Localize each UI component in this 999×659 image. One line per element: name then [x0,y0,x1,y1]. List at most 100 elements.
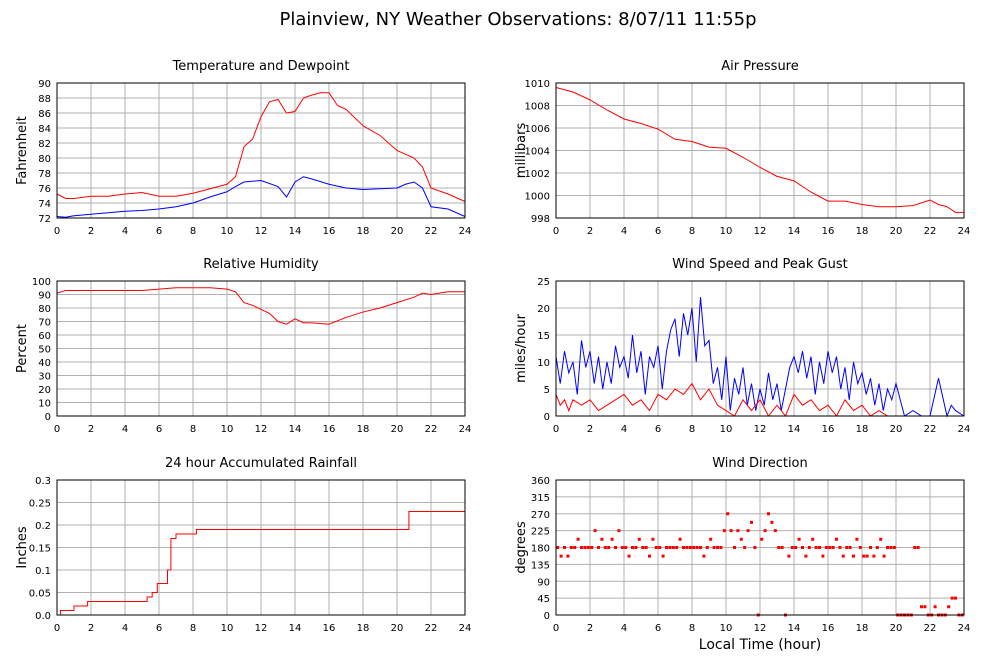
wind-xtick-label: 16 [822,424,835,435]
direction-point [716,546,719,549]
humidity-xtick-label: 24 [459,424,472,435]
direction-point [831,546,835,549]
wind-plot-frame [555,280,965,417]
direction-point [736,529,740,533]
rain-ytick-label: 0.15 [29,544,51,555]
direction-point [872,554,876,558]
humidity-xtick-label: 12 [255,424,268,435]
temp-ytick-label: 84 [38,124,51,135]
direction-xtick-label: 20 [890,623,903,634]
temp-xtick-label: 12 [255,226,268,237]
direction-xtick-label: 10 [720,623,733,634]
rain-series-line [57,511,465,616]
direction-point [923,605,927,609]
direction-point [631,546,634,549]
direction-point [699,546,702,549]
direction-point [722,529,726,533]
wind-xtick-label: 18 [856,424,869,435]
direction-point [892,546,896,549]
direction-point [705,546,709,549]
pressure-ytick-label: 998 [531,214,550,225]
direction-point [634,546,638,549]
direction-point [671,546,675,549]
temp-ylabel: Fahrenheit [15,116,30,185]
direction-point [641,546,645,549]
temp-ytick-label: 90 [38,79,51,90]
direction-point [824,546,828,549]
direction-point [665,546,668,549]
temp-xtick-label: 6 [156,226,162,237]
direction-ytick-label: 270 [531,510,550,521]
humidity-xtick-label: 22 [425,424,438,435]
direction-point [610,537,614,541]
pressure-ylabel: millibars [514,123,529,179]
wind-xtick-label: 24 [958,424,971,435]
temp-xtick-label: 20 [391,226,404,237]
direction-point [804,554,808,558]
wind-xtick-label: 4 [621,424,627,435]
wind-ytick-label: 10 [537,358,550,369]
wind-xtick-label: 12 [754,424,767,435]
pressure-ytick-label: 1000 [525,192,550,203]
rain-ytick-label: 0.0 [35,611,51,622]
temp-ytick-label: 82 [38,139,51,150]
rain-xtick-label: 4 [122,623,128,634]
pressure-plot-frame [555,82,965,219]
direction-point [593,529,597,533]
rain-ytick-label: 0.3 [35,476,51,487]
pressure-xtick-label: 20 [890,226,903,237]
humidity-xtick-label: 8 [190,424,196,435]
direction-point [746,529,750,533]
direction-ytick-label: 180 [531,544,550,555]
page-title: Plainview, NY Weather Observations: 8/07… [279,9,756,30]
direction-point [770,520,774,524]
rain-xtick-label: 24 [459,623,472,634]
direction-point [886,546,889,549]
direction-point [838,546,842,549]
humidity-title: Relative Humidity [203,257,319,272]
humidity-series-line [56,287,465,325]
direction-ytick-label: 135 [531,560,550,571]
direction-point [814,546,818,549]
direction-point [841,554,845,558]
rain-xtick-label: 18 [357,623,370,634]
humidity-ylabel: Percent [15,324,30,373]
humidity-plot-frame [56,280,466,417]
temp-title: Temperature and Dewpoint [172,59,350,74]
rain-ytick-label: 0.2 [35,521,51,532]
wind-ylabel: miles/hour [514,313,529,382]
temp-ytick-label: 76 [38,184,51,195]
temp-xtick-label: 4 [122,226,128,237]
direction-ylabel: degrees [514,521,529,574]
humidity-ytick-label: 40 [38,358,51,369]
temp-ytick-label: 80 [38,154,51,165]
direction-xtick-label: 8 [689,623,695,634]
rain-xtick-label: 8 [190,623,196,634]
rain-title: 24 hour Accumulated Rainfall [165,456,357,471]
direction-point [590,546,594,549]
direction-xtick-label: 12 [754,623,767,634]
direction-point [933,605,937,609]
rain-ylabel: Inches [15,526,30,568]
direction-point [869,546,872,549]
direction-point [597,546,600,549]
direction-point [780,546,784,549]
direction-point [678,537,682,541]
direction-xtick-label: 4 [621,623,627,634]
pressure-xtick-label: 4 [621,226,627,237]
direction-xtick-label: 14 [788,623,801,634]
rain-plot-frame [56,479,466,616]
direction-point [617,529,621,533]
temp-ytick-label: 88 [38,94,51,105]
direction-xtick-label: 6 [655,623,661,634]
direction-point [614,546,617,549]
humidity-xtick-label: 20 [391,424,404,435]
shared-x-axis-label: Local Time (hour) [699,637,821,653]
direction-point [719,546,723,549]
direction-point [682,546,685,549]
pressure-ytick-label: 1002 [525,169,550,180]
direction-plot-frame [555,479,965,616]
